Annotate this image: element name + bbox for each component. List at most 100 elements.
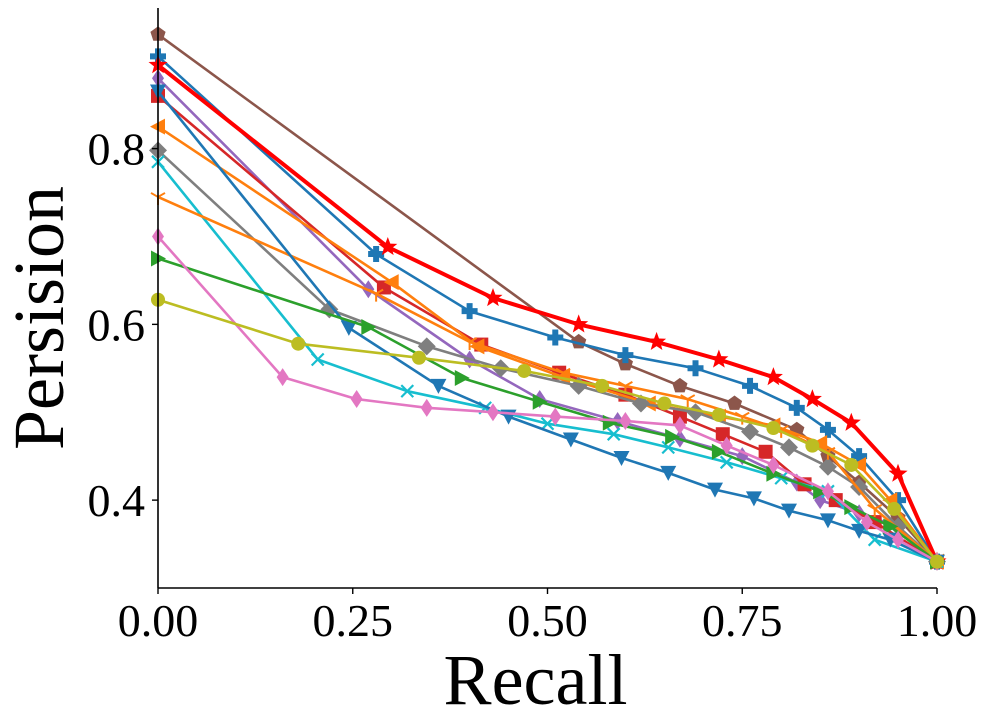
x-tick-label: 0.50: [507, 595, 588, 646]
series-red-star-point: [888, 463, 908, 482]
series-pink-thin-diamond-point: [619, 412, 632, 431]
series-green-triangle-right-line: [157, 257, 938, 563]
series-blue-plus-point: [819, 421, 836, 438]
series-red-star-point: [483, 288, 503, 307]
series-blue-plus-point: [368, 246, 385, 263]
series-pink-thin-diamond: [152, 227, 943, 571]
series-green-triangle-right-point: [766, 465, 782, 482]
series-layer: [148, 26, 947, 571]
series-olive-circle-point: [930, 554, 944, 569]
series-orange-triangle-point: [851, 456, 867, 473]
y-tick-label: 0.4: [88, 475, 146, 526]
series-blue-plus-point: [461, 303, 478, 320]
series-orange-tri-down-point: [368, 288, 384, 302]
series-blue-triangle-down-point: [780, 503, 797, 519]
series-pink-thin-diamond-line: [157, 235, 938, 563]
series-green-triangle-right-point: [454, 369, 470, 386]
series-pink-thin-diamond-point: [549, 407, 562, 426]
series-red-star-point: [763, 367, 783, 386]
series-red-square-point: [758, 444, 773, 459]
series-orange-tri-down-point: [680, 394, 696, 408]
series-cyan-x-point: [606, 427, 621, 441]
x-tick-label: 0.00: [118, 595, 199, 646]
series-red-star-point: [841, 412, 861, 431]
series-olive-circle-point: [887, 501, 902, 516]
series-pink-thin-diamond-point: [486, 403, 499, 422]
series-blue-triangle-down-point: [340, 320, 357, 336]
series-pink-thin-diamond-point: [767, 455, 780, 474]
y-tick-label: 0.8: [88, 124, 146, 175]
series-blue-plus-point: [788, 399, 805, 416]
series-olive-circle-point: [517, 363, 532, 378]
series-blue-triangle-down-point: [562, 432, 579, 448]
series-red-star-point: [569, 314, 589, 333]
series-red-star-point: [378, 237, 398, 256]
series-blue-triangle-down-point: [430, 378, 447, 394]
series-green-triangle-right-point: [361, 319, 377, 335]
y-tick-label: 0.6: [88, 299, 146, 350]
series-blue-triangle-down-point: [660, 465, 677, 481]
series-blue-triangle-down-point: [613, 450, 630, 466]
series-blue-triangle-down-point: [851, 523, 868, 539]
series-olive-circle-point: [766, 421, 781, 436]
series-red-star-point: [709, 349, 729, 368]
y-axis-title: Persision: [0, 186, 79, 450]
series-brown-pentagon-point: [672, 377, 688, 393]
series-orange-triangle-point: [469, 338, 485, 355]
series-gray-diamond-point: [779, 438, 798, 457]
series-gray-diamond: [149, 141, 946, 571]
series-orange-tri-down-point: [462, 337, 478, 350]
series-brown-pentagon-point: [617, 355, 633, 371]
series-olive-circle-point: [291, 336, 306, 351]
series-pink-thin-diamond-point: [673, 416, 686, 435]
series-green-triangle-right-point: [711, 443, 727, 460]
series-orange-tri-down-point: [867, 504, 883, 517]
series-olive-circle-point: [805, 438, 820, 453]
series-orange-triangle-point: [383, 274, 399, 291]
series-blue-triangle-down-point: [819, 513, 836, 529]
series-cyan-x-point: [719, 455, 734, 470]
series-green-triangle-right-point: [532, 393, 548, 410]
series-gray-diamond-point: [741, 422, 760, 441]
series-pink-thin-diamond-point: [276, 368, 289, 387]
series-red-star-point: [647, 331, 667, 350]
series-blue-plus-line: [157, 55, 939, 563]
series-gray-diamond-point: [417, 337, 436, 356]
series-green-triangle-right-point: [883, 518, 899, 535]
x-tick-label: 0.75: [702, 595, 783, 646]
series-olive-circle-point: [411, 350, 426, 365]
series-blue-plus-point: [617, 347, 634, 364]
series-green-triangle-right-point: [844, 499, 860, 516]
series-orange-triangle-point: [812, 435, 828, 451]
series-pink-thin-diamond-point: [821, 482, 834, 501]
x-tick-label: 0.25: [313, 595, 394, 646]
series-olive-circle-point: [711, 407, 726, 422]
series-blue-plus-point: [742, 377, 759, 394]
series-cyan-x-point: [400, 384, 415, 398]
series-olive-circle-point: [844, 457, 859, 472]
x-tick-label: 1.00: [897, 595, 978, 646]
series-blue-triangle-down-point: [745, 491, 762, 507]
series-blue-triangle-down-line: [156, 90, 938, 563]
series-pink-thin-diamond-point: [420, 398, 433, 417]
series-gray-diamond-point: [818, 457, 837, 476]
series-red-square: [151, 88, 944, 569]
series-pink-thin-diamond-point: [892, 530, 905, 549]
series-olive-circle-point: [595, 378, 610, 393]
series-blue-plus-point: [547, 329, 564, 346]
series-red-star-point: [802, 389, 822, 408]
series-blue-triangle-down-point: [706, 482, 723, 498]
series-cyan-x-point: [661, 440, 676, 455]
x-axis-title: Recall: [444, 640, 628, 720]
series-pink-thin-diamond-point: [720, 436, 733, 455]
series-blue-plus-point: [851, 448, 868, 465]
series-pink-thin-diamond-point: [860, 513, 873, 532]
series-olive-circle-line: [157, 298, 939, 563]
series-cyan-x-point: [310, 352, 325, 367]
ticks: 0.00 0.25 0.50 0.75 1.00 0.4 0.6 0.8: [88, 124, 978, 646]
series-brown-pentagon-point: [726, 395, 743, 410]
series-green-triangle-right-point: [665, 428, 681, 445]
series-blue-plus-point: [687, 360, 704, 377]
series-olive-circle-point: [657, 396, 672, 411]
